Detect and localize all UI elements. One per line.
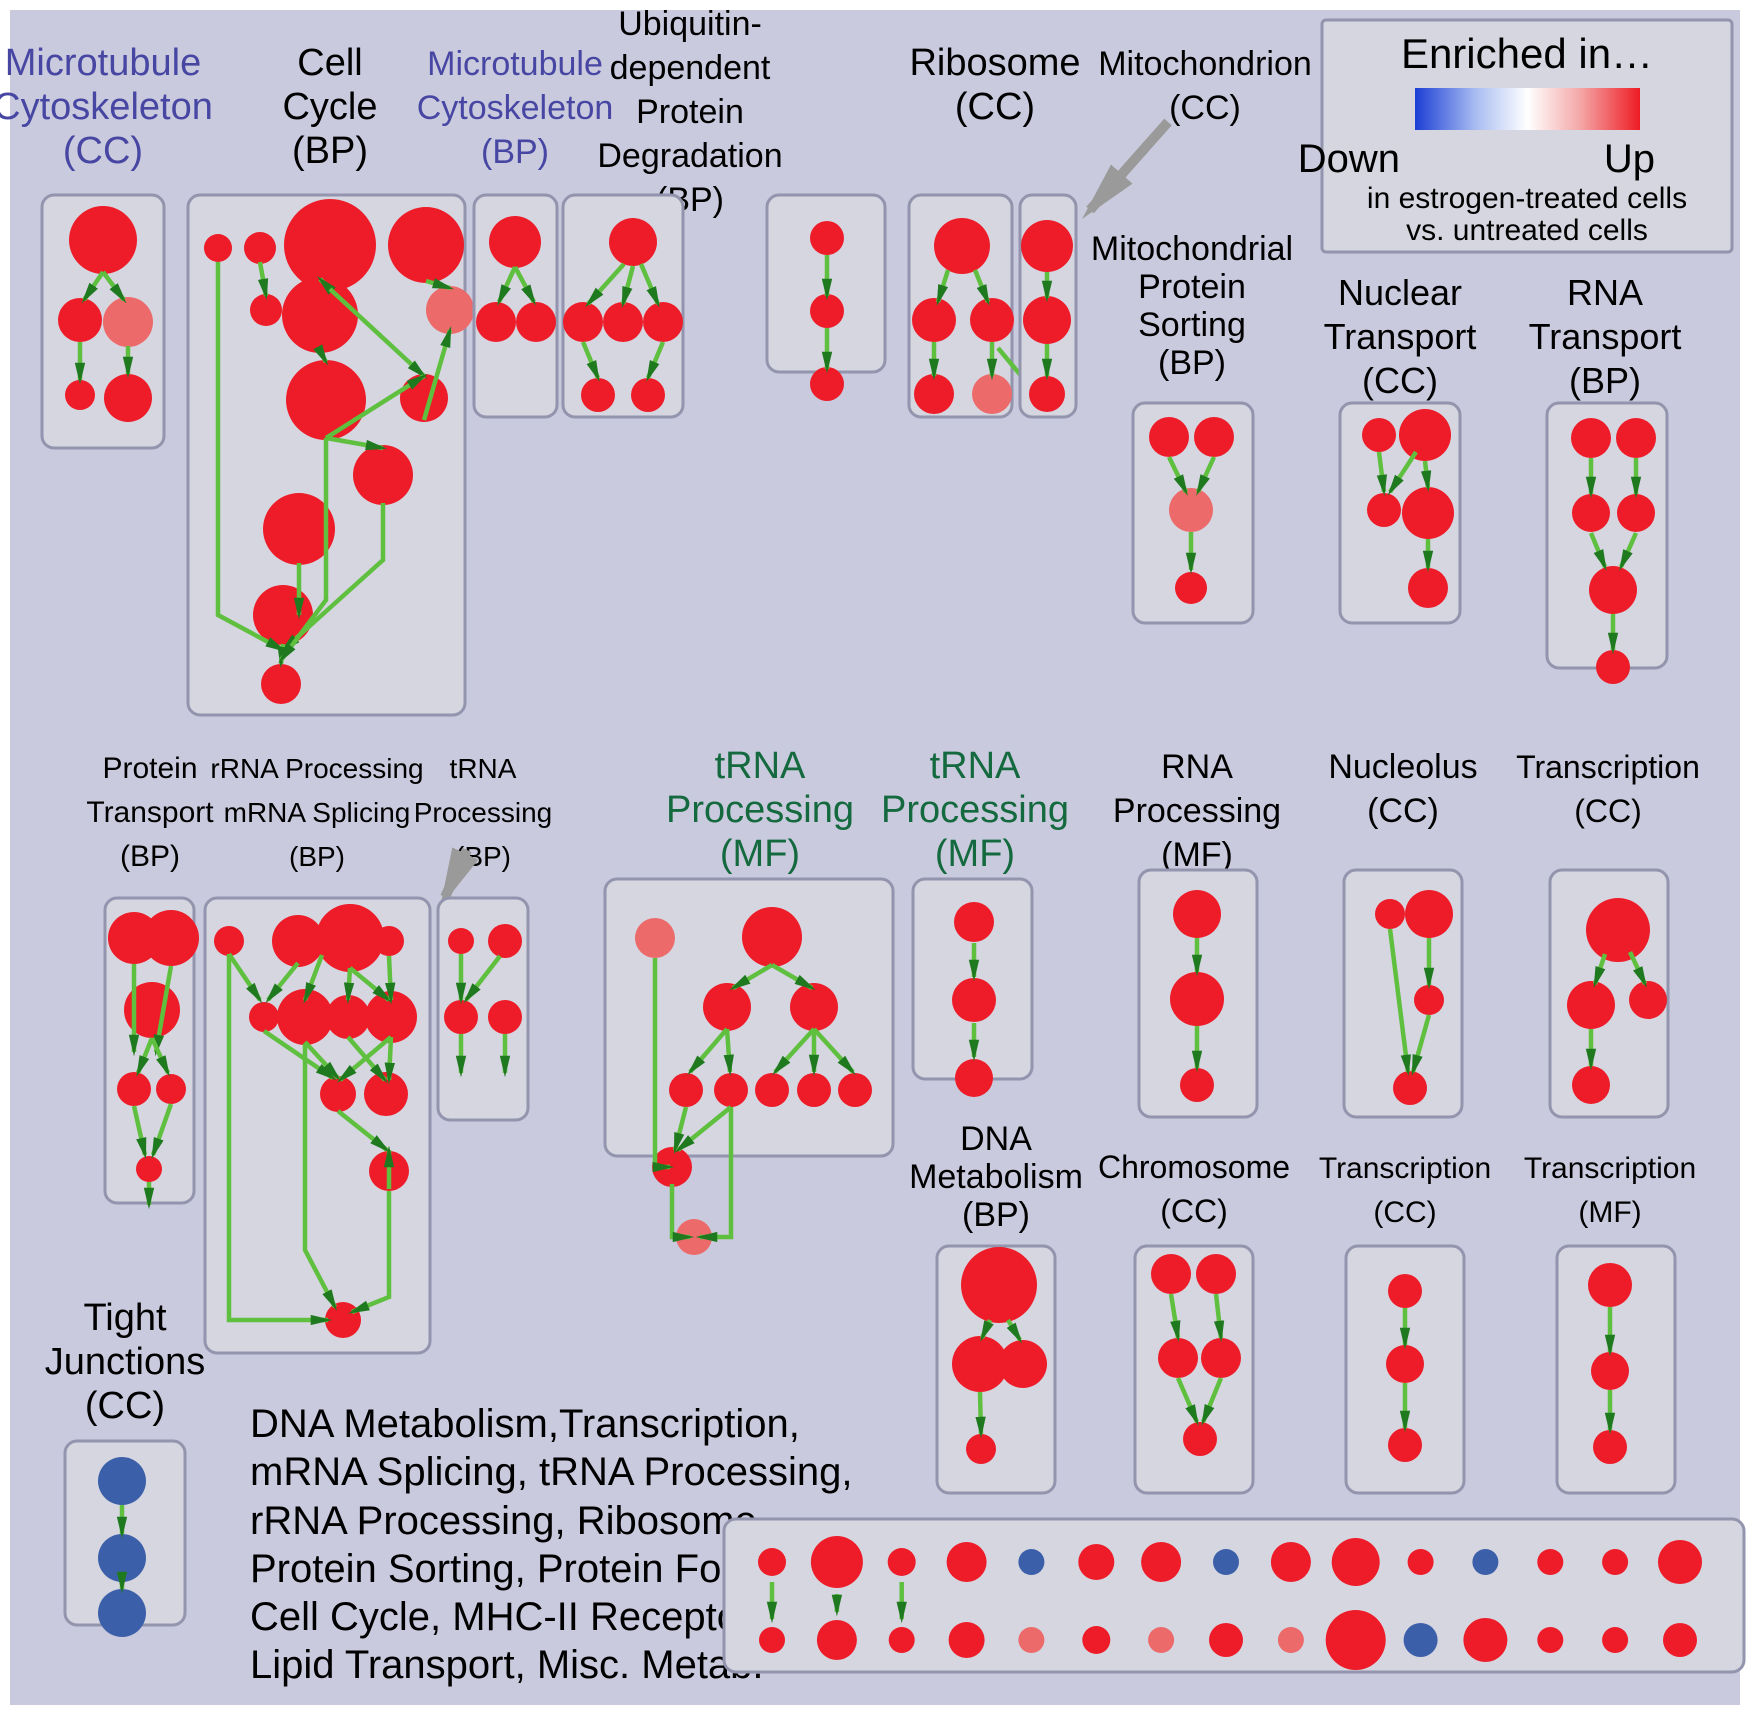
svg-text:in estrogen-treated cells: in estrogen-treated cells <box>1367 182 1687 215</box>
svg-text:Down: Down <box>1298 137 1400 181</box>
svg-text:DNA Metabolism,Transcription,: DNA Metabolism,Transcription, <box>250 1402 800 1446</box>
svg-text:Enriched in…: Enriched in… <box>1401 30 1653 77</box>
svg-text:mRNA Splicing, tRNA Processing: mRNA Splicing, tRNA Processing, <box>250 1450 852 1494</box>
svg-text:Lipid Transport, Misc. Metab.: Lipid Transport, Misc. Metab. <box>250 1643 764 1687</box>
svg-text:Cell Cycle, MHC-II Receptor,: Cell Cycle, MHC-II Receptor, <box>250 1595 761 1639</box>
svg-text:Up: Up <box>1604 137 1655 181</box>
svg-text:vs. untreated cells: vs. untreated cells <box>1406 214 1648 247</box>
svg-text:rRNA Processing, Ribosome,: rRNA Processing, Ribosome, <box>250 1499 768 1543</box>
